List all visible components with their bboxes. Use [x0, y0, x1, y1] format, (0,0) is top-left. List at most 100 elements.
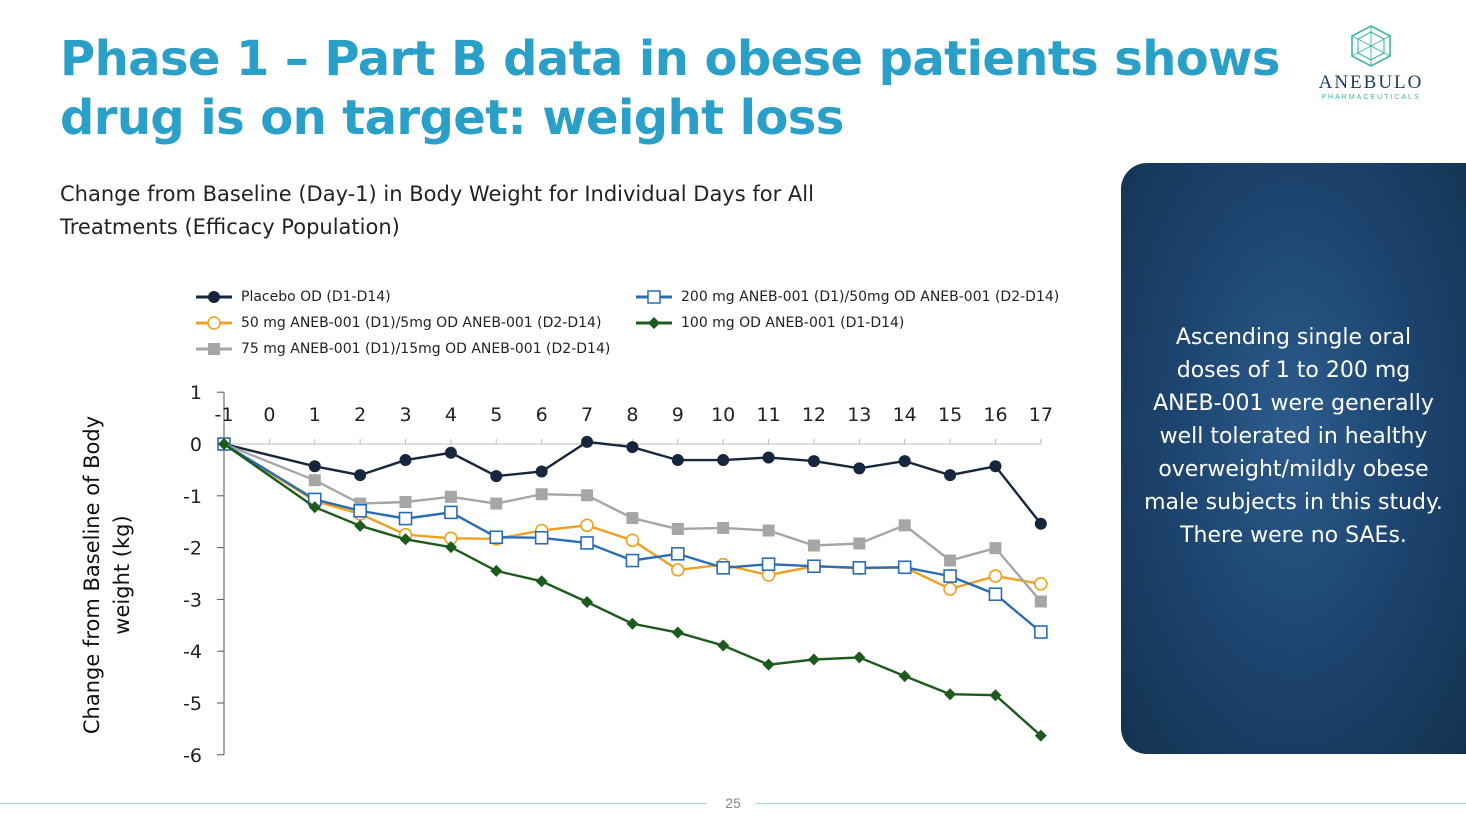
data-point-s3 — [625, 553, 640, 568]
legend-marker-placebo — [196, 291, 232, 303]
line-chart: 10-1-2-3-4-5-6-1 0 1 2 3 4 5 6 7 8 9 10 11 12 13 14 15 16… — [183, 382, 1053, 767]
data-point-s0 — [626, 441, 639, 454]
data-point-s4 — [762, 658, 775, 671]
data-point-s4 — [581, 595, 594, 608]
data-point-s4 — [944, 688, 957, 701]
data-point-s0 — [444, 446, 457, 459]
y-tick-label: -3 — [183, 589, 202, 611]
legend-marker-75mg — [196, 343, 232, 355]
data-point-s0 — [581, 435, 594, 448]
chart-legend: Placebo OD (D1-D14) 200 mg ANEB-001 (D1)… — [195, 285, 1095, 365]
data-point-s3 — [761, 557, 776, 571]
x-tick-label: 11 — [756, 404, 780, 426]
legend-marker-50mg — [196, 316, 232, 330]
x-tick-label: 16 — [983, 404, 1007, 426]
y-tick-label: -1 — [183, 486, 202, 508]
data-point-s3 — [534, 530, 549, 545]
page-title: Phase 1 – Part B data in obese patients … — [60, 31, 1281, 146]
data-point-s3 — [807, 559, 821, 574]
data-point-s1 — [943, 582, 957, 596]
data-point-s0 — [399, 454, 412, 467]
data-point-s3 — [943, 569, 957, 583]
y-tick-label: -6 — [183, 745, 202, 767]
x-tick-label: 9 — [672, 404, 684, 426]
data-point-s3 — [716, 561, 730, 575]
summary-panel-text: Ascending single oral doses of 1 to 200 … — [1144, 325, 1443, 548]
x-tick-label: 1 — [309, 404, 321, 426]
page-number: 25 — [725, 795, 741, 811]
footer-line-right — [756, 803, 1466, 804]
data-point-s3 — [897, 560, 912, 575]
data-point-s2 — [853, 537, 866, 550]
x-tick-label: 3 — [399, 404, 411, 426]
logo-tagline: PHARMACEUTICALS — [1321, 94, 1421, 101]
series-line-4 — [223, 443, 1042, 737]
y-tick-label: -2 — [183, 538, 202, 560]
legend-marker-200mg — [636, 290, 672, 304]
company-logo: ANEBULO PHARMACEUTICALS — [1306, 24, 1446, 108]
y-tick-label: 0 — [190, 434, 202, 456]
data-point-s4 — [218, 438, 230, 450]
legend-item-200mg: 200 mg ANEB-001 (D1)/50mg OD ANEB-001 (D… — [635, 285, 1059, 309]
data-point-s4 — [1034, 729, 1047, 742]
x-tick-label: 7 — [581, 404, 593, 426]
data-point-s2 — [399, 496, 412, 509]
logo-wordmark: ANEBULO — [1318, 72, 1424, 93]
data-point-s0 — [898, 455, 911, 468]
data-point-s0 — [308, 460, 321, 473]
data-point-s4 — [671, 626, 684, 639]
x-tick-label: 0 — [263, 404, 275, 426]
data-point-s4 — [399, 533, 412, 546]
legend-label-50mg: 50 mg ANEB-001 (D1)/5mg OD ANEB-001 (D2-… — [241, 315, 602, 331]
data-point-s3 — [670, 547, 685, 561]
data-point-s4 — [898, 670, 911, 683]
data-point-s4 — [535, 575, 548, 588]
x-tick-label: 13 — [847, 404, 871, 426]
legend-label-100mg: 100 mg OD ANEB-001 (D1-D14) — [681, 315, 905, 331]
data-point-s4 — [308, 501, 321, 514]
data-point-s0 — [853, 462, 866, 475]
x-tick-label: 17 — [1029, 404, 1053, 426]
data-point-s2 — [444, 490, 457, 503]
data-point-s4 — [490, 564, 503, 577]
data-point-s3 — [1034, 625, 1048, 639]
data-point-s2 — [671, 522, 684, 535]
series-line-3 — [223, 442, 1042, 633]
series-line-0 — [223, 440, 1042, 525]
y-tick-label: -4 — [183, 641, 202, 663]
data-point-s4 — [354, 519, 367, 532]
x-tick-label: 8 — [626, 404, 638, 426]
data-point-s0 — [807, 455, 820, 468]
data-point-s4 — [853, 651, 866, 664]
legend-label-200mg: 200 mg ANEB-001 (D1)/50mg OD ANEB-001 (D… — [681, 289, 1060, 305]
data-point-s2 — [762, 524, 775, 537]
hexagon-crystal-icon — [1351, 25, 1391, 67]
data-point-s2 — [898, 519, 911, 532]
x-tick-label: 12 — [802, 404, 826, 426]
data-point-s1 — [580, 518, 594, 533]
legend-label-75mg: 75 mg ANEB-001 (D1)/15mg OD ANEB-001 (D2… — [241, 341, 611, 357]
x-tick-label: 10 — [711, 404, 735, 426]
data-point-s4 — [717, 639, 730, 652]
data-point-s2 — [807, 539, 820, 552]
data-point-s3 — [580, 536, 594, 550]
data-point-s0 — [354, 469, 367, 482]
data-point-s0 — [535, 465, 548, 478]
data-point-s0 — [490, 470, 503, 483]
data-point-s4 — [989, 689, 1002, 702]
data-point-s4 — [444, 541, 457, 554]
data-point-s0 — [1034, 517, 1047, 530]
legend-item-100mg: 100 mg OD ANEB-001 (D1-D14) — [635, 311, 904, 335]
data-point-s1 — [670, 563, 685, 577]
x-tick-label: -1 — [215, 404, 234, 426]
data-point-s3 — [398, 511, 413, 526]
data-point-s0 — [671, 454, 684, 467]
data-point-s4 — [807, 653, 820, 666]
x-tick-label: 6 — [536, 404, 548, 426]
data-point-s0 — [762, 451, 775, 464]
data-point-s2 — [717, 521, 730, 534]
x-tick-label: 4 — [445, 404, 457, 426]
data-point-s0 — [944, 469, 957, 482]
data-point-s0 — [717, 454, 730, 467]
y-tick-label: -5 — [183, 693, 202, 715]
